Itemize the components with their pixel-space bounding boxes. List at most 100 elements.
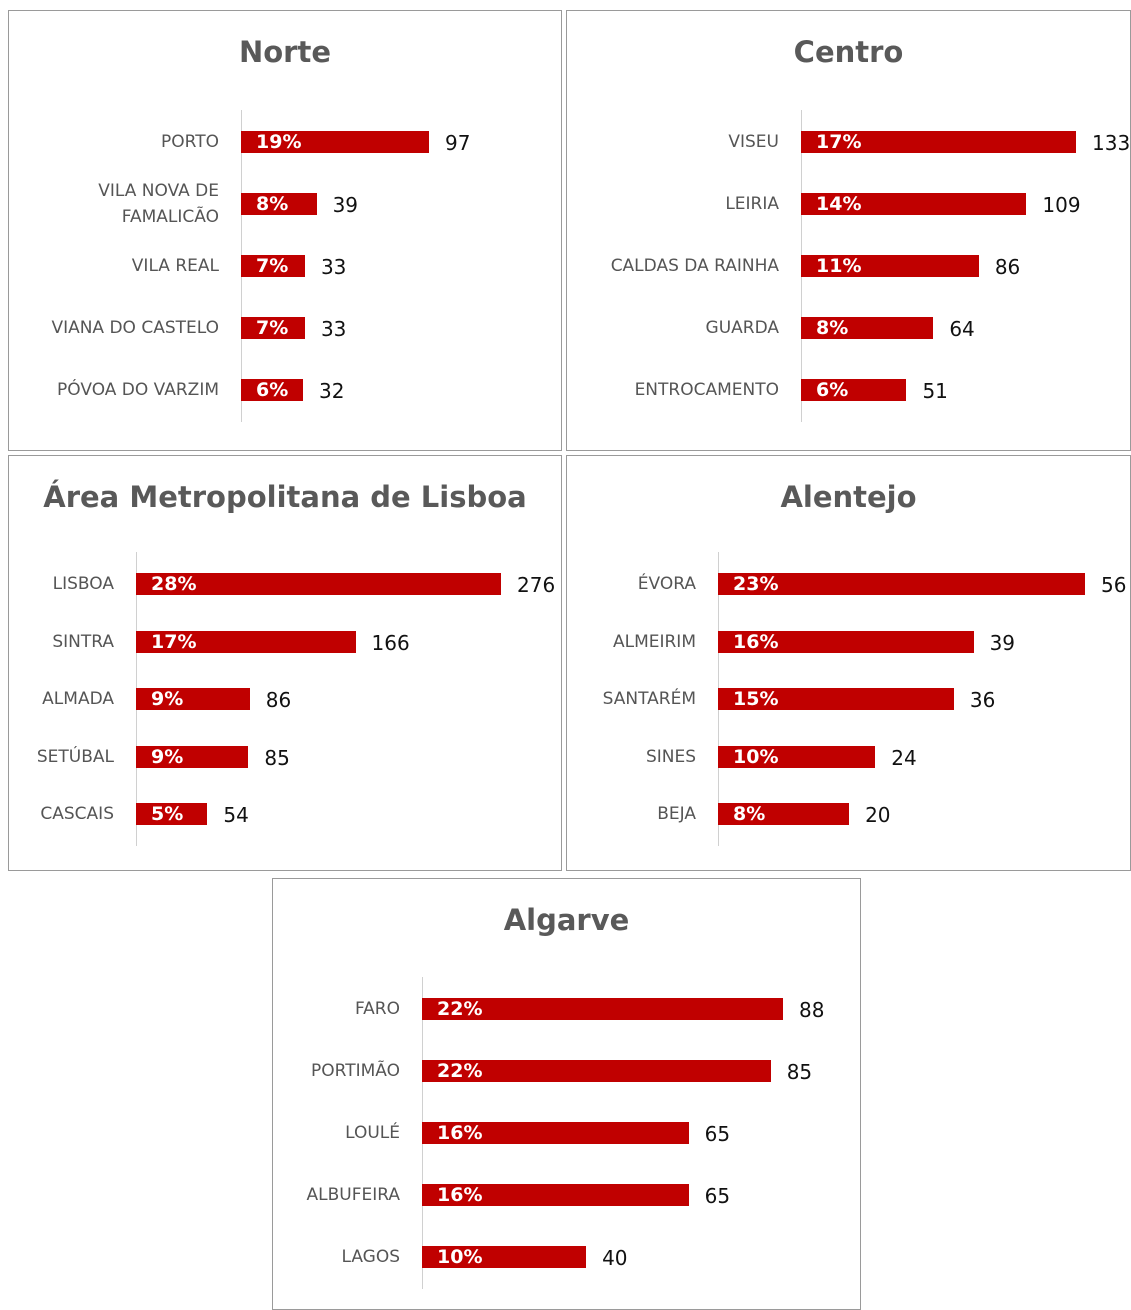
category-label: BEJA xyxy=(657,804,696,824)
percent-label: 6% xyxy=(816,379,849,401)
bar xyxy=(718,803,850,825)
value-label: 54 xyxy=(223,803,249,827)
value-label: 86 xyxy=(265,688,292,712)
category-label: LISBOA xyxy=(52,574,114,594)
category-label: SINES xyxy=(645,746,696,767)
category-label: ALMEIRIM xyxy=(612,631,696,652)
bar xyxy=(718,630,974,653)
chart-panel: Alentejo ÉVORA 23% 56 ALMEIRIM 16% 39 SANTARÉM 1… xyxy=(566,455,1131,871)
chart-title: Norte xyxy=(238,35,332,69)
category-label: CASCAIS xyxy=(40,804,114,824)
value-label: 39 xyxy=(989,630,1016,655)
percent-label: 28% xyxy=(151,573,197,595)
value-label: 20 xyxy=(865,803,891,827)
bar xyxy=(801,379,907,401)
category-label: FARO xyxy=(354,999,400,1019)
category-label: LOULÉ xyxy=(345,1123,400,1143)
value-label: 109 xyxy=(1042,193,1081,217)
value-label: 33 xyxy=(320,317,347,341)
bar xyxy=(241,131,429,153)
chart-panel: Algarve FARO 22% 88 PORTIMÃO 22% 85 LOULÉ 16% 65 A… xyxy=(272,878,861,1310)
category-label: VIANA DO CASTELO xyxy=(51,318,219,338)
category-label: SANTARÉM xyxy=(602,689,696,709)
percent-label: 8% xyxy=(256,193,289,215)
bar xyxy=(422,998,783,1020)
value-label: 40 xyxy=(602,1246,628,1270)
bar xyxy=(241,255,305,277)
chart-title: Área Metropolitana de Lisboa xyxy=(43,480,527,514)
category-label: GUARDA xyxy=(705,318,779,338)
percent-label: 22% xyxy=(437,998,483,1020)
percent-label: 15% xyxy=(733,688,779,710)
value-label: 56 xyxy=(1101,573,1127,597)
chart-panel: Centro VISEU 17% 133 LEIRIA 14% 109 CALDAS DA R… xyxy=(566,10,1131,451)
percent-label: 17% xyxy=(816,131,862,153)
bar xyxy=(422,1122,689,1144)
value-label: 276 xyxy=(517,573,556,597)
value-label: 51 xyxy=(922,379,948,403)
percent-label: 16% xyxy=(437,1122,483,1144)
value-label: 86 xyxy=(994,255,1021,279)
bar xyxy=(718,745,876,768)
bar xyxy=(136,803,208,825)
percent-label: 9% xyxy=(151,745,184,768)
category-label: VILA REAL xyxy=(131,256,219,276)
category-label: LAGOS xyxy=(341,1247,400,1267)
percent-label: 8% xyxy=(816,317,849,339)
bar xyxy=(136,573,501,595)
category-label: ÉVORA xyxy=(637,574,696,594)
chart-title: Alentejo xyxy=(780,480,917,514)
percent-label: 14% xyxy=(816,193,862,215)
percent-label: 22% xyxy=(437,1060,483,1082)
category-label: ENTROCAMENTO xyxy=(634,380,779,400)
percent-label: 11% xyxy=(816,255,862,277)
percent-label: 17% xyxy=(151,630,197,653)
value-label: 166 xyxy=(371,630,410,655)
category-label: PORTIMÃO xyxy=(311,1061,400,1081)
bar xyxy=(801,193,1027,215)
category-label: SINTRA xyxy=(52,631,114,652)
category-label: CALDAS DA RAINHA xyxy=(610,256,779,276)
percent-label: 19% xyxy=(256,131,302,153)
chart-title: Centro xyxy=(793,35,904,69)
bar xyxy=(422,1246,587,1268)
value-label: 64 xyxy=(949,317,975,341)
bar xyxy=(718,573,1085,595)
bar xyxy=(136,745,249,768)
bar xyxy=(801,317,934,339)
percent-label: 7% xyxy=(256,255,289,277)
percent-label: 5% xyxy=(151,803,184,825)
percent-label: 10% xyxy=(733,745,779,768)
category-label: VISEU xyxy=(728,132,779,152)
category-label: VILA NOVA DE FAMALICÃO xyxy=(98,181,219,227)
category-label: SETÚBAL xyxy=(36,746,114,767)
bar xyxy=(422,1060,771,1082)
value-label: 88 xyxy=(799,998,825,1022)
value-label: 36 xyxy=(969,688,996,712)
percent-label: 6% xyxy=(256,379,289,401)
value-label: 65 xyxy=(704,1122,731,1146)
chart-panel: Área Metropolitana de Lisboa LISBOA 28% 276… xyxy=(8,455,562,871)
bar xyxy=(136,688,250,710)
value-label: 39 xyxy=(332,193,359,217)
bar xyxy=(136,630,356,653)
category-label: PORTO xyxy=(161,132,219,152)
category-label: LEIRIA xyxy=(725,194,779,214)
bar xyxy=(241,193,317,215)
percent-label: 23% xyxy=(733,573,779,595)
bar xyxy=(801,131,1076,153)
percent-label: 16% xyxy=(733,630,779,653)
percent-label: 8% xyxy=(733,803,766,825)
bar xyxy=(241,317,305,339)
value-label: 97 xyxy=(445,131,471,155)
category-label: ALBUFEIRA xyxy=(306,1185,401,1205)
value-label: 24 xyxy=(891,745,917,770)
value-label: 65 xyxy=(704,1184,731,1208)
bar xyxy=(241,379,304,401)
bar xyxy=(801,255,979,277)
value-label: 133 xyxy=(1092,131,1131,155)
value-label: 33 xyxy=(320,255,347,279)
percent-label: 16% xyxy=(437,1184,483,1206)
value-label: 85 xyxy=(786,1060,813,1084)
